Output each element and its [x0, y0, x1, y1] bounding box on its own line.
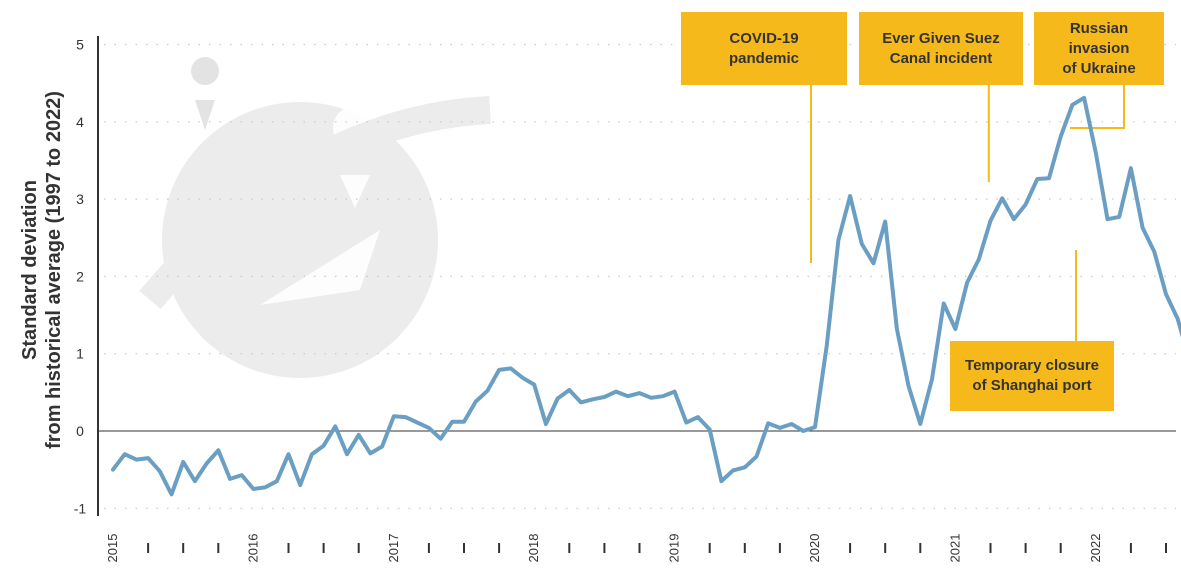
- annotation-ukraine-line2: of Ukraine: [1062, 59, 1136, 77]
- orbit-arc: [139, 96, 491, 309]
- annotation-covid-line2: pandemic: [728, 49, 800, 67]
- annotation-ever-given-line2: Canal incident: [889, 49, 993, 67]
- annotation-leader-lines: [810, 85, 1125, 341]
- annotation-covid-line1: COVID-19: [729, 29, 799, 47]
- y-tick-label: 2: [76, 268, 84, 284]
- series-line: [111, 95, 1181, 497]
- y-axis-title: Standard deviation from historical avera…: [19, 91, 65, 449]
- arrow-shape: [260, 230, 380, 305]
- y-tick-label: 0: [76, 423, 84, 439]
- x-tick-label: 2019: [667, 534, 682, 563]
- x-tick-label: 2017: [386, 534, 401, 563]
- annotation-ever-given: Ever Given Suez Canal incident: [859, 12, 1023, 85]
- x-tick-labels: 2015 2016 2017 2018 2019 2020 2021 2022: [105, 534, 1167, 563]
- pin-shape-small: [191, 57, 220, 130]
- annotation-covid: COVID-19 pandemic: [681, 12, 847, 85]
- axes: [97, 36, 1176, 516]
- leader-ukraine: [1070, 85, 1125, 129]
- location-pin-icon: [139, 57, 491, 309]
- annotation-shanghai: Temporary closure of Shanghai port: [950, 341, 1114, 411]
- annotation-ukraine-line1: Russian invasion: [1068, 19, 1130, 57]
- x-tick-label: 2022: [1088, 534, 1103, 563]
- x-tick-label: 2020: [807, 534, 822, 563]
- y-tick-label: 3: [76, 191, 84, 207]
- annotation-ukraine: Russian invasion of Ukraine: [1034, 12, 1164, 85]
- x-tick-label: 2021: [947, 534, 962, 563]
- y-tick-label: -1: [74, 500, 87, 516]
- x-tick-label: 2018: [526, 534, 541, 563]
- y-tick-label: 5: [76, 37, 84, 53]
- annotation-ever-given-line1: Ever Given Suez: [882, 29, 1000, 47]
- annotation-shanghai-line1: Temporary closure: [965, 357, 1099, 374]
- annotation-shanghai-line2: of Shanghai port: [972, 377, 1092, 394]
- y-axis-title-line1: Standard deviation: [19, 180, 41, 360]
- y-tick-label: 4: [76, 114, 84, 130]
- y-axis-title-line2: from historical average (1997 to 2022): [43, 91, 65, 449]
- x-tick-label: 2015: [105, 534, 120, 563]
- x-tick-label: 2016: [245, 534, 260, 563]
- y-tick-labels: -1 0 1 2 3 4 5: [74, 37, 87, 517]
- series-line-group: [111, 95, 1181, 497]
- globe-icon: [162, 102, 438, 378]
- y-tick-label: 1: [76, 346, 84, 362]
